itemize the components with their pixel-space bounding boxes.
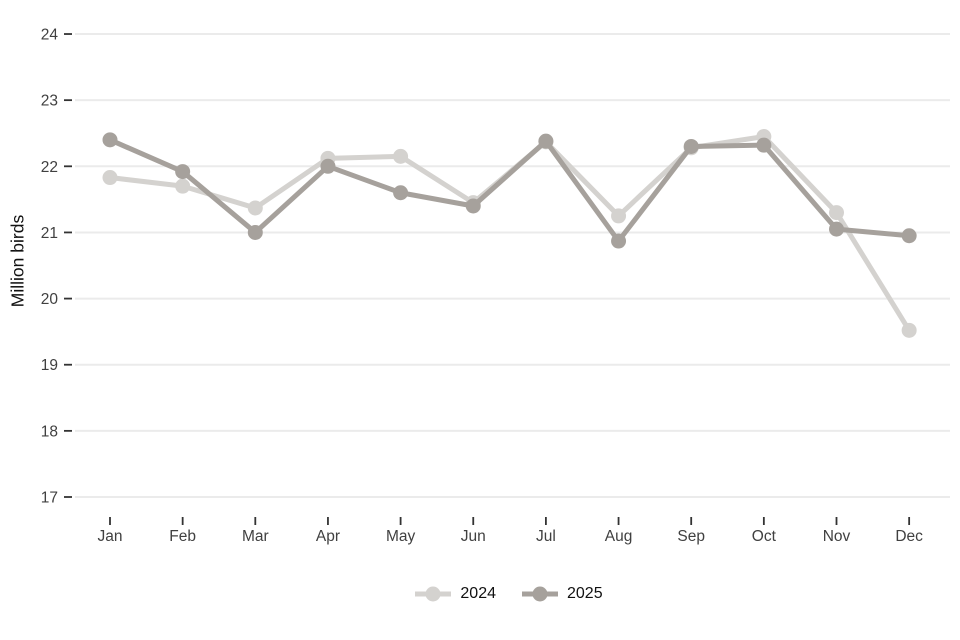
x-axis: Jan Feb Mar Apr May Jun Jul Aug Sep Oct Nov Dec [98, 517, 923, 545]
data-point-2025-Aug [611, 233, 627, 249]
y-tick-label: 20 [41, 291, 59, 308]
y-tick-label: 23 [41, 93, 58, 110]
x-tick-label: Dec [895, 528, 923, 545]
series-2025 [102, 132, 917, 249]
x-tick-label: Jul [536, 528, 556, 545]
data-point-2025-Nov [829, 221, 844, 237]
data-point-2025-Jan [102, 132, 118, 148]
y-tick-label: 17 [41, 490, 58, 507]
x-tick-label: Jun [461, 528, 486, 545]
data-point-2024-Mar [247, 200, 263, 216]
legend-key-2024-icon [415, 586, 452, 602]
data-point-2024-Dec [901, 322, 917, 338]
x-tick-label: May [386, 528, 416, 545]
legend-item-2024: 2024 [413, 585, 496, 603]
data-point-2025-Oct [756, 137, 772, 153]
x-tick-label: Aug [605, 528, 633, 545]
data-point-2024-Jan [102, 170, 118, 186]
data-point-2025-Jun [465, 198, 481, 214]
data-point-2025-Jul [538, 133, 554, 149]
y-tick-label: 19 [41, 357, 58, 374]
data-point-2025-Sep [683, 138, 699, 154]
x-tick-label: Nov [823, 528, 851, 545]
data-point-2025-Feb [175, 164, 191, 180]
data-point-2024-Nov [829, 205, 844, 221]
legend-label-2025: 2025 [567, 585, 603, 602]
y-axis-title: Million birds [7, 214, 28, 308]
x-tick-label: Sep [677, 528, 705, 545]
data-point-2025-Dec [901, 228, 917, 244]
x-tick-label: Apr [316, 528, 340, 545]
y-axis: 17 18 19 20 21 22 23 24 [41, 27, 72, 507]
data-point-2025-May [393, 185, 409, 201]
gridlines [75, 33, 950, 498]
x-tick-label: Jan [98, 528, 123, 545]
y-tick-label: 22 [41, 159, 58, 176]
x-tick-label: Mar [242, 528, 269, 545]
x-tick-label: Feb [169, 528, 196, 545]
legend-label-2024: 2024 [460, 585, 496, 602]
legend: 2024 2025 [0, 585, 960, 603]
data-point-2025-Mar [247, 224, 263, 240]
x-tick-label: Oct [752, 528, 777, 545]
data-point-2024-Aug [611, 208, 627, 224]
y-tick-label: 24 [41, 27, 59, 44]
legend-key-2025-icon [522, 586, 558, 602]
legend-item-2025: 2025 [520, 585, 603, 603]
data-point-2024-May [393, 148, 409, 164]
y-tick-label: 18 [41, 423, 58, 440]
data-point-2025-Apr [320, 158, 336, 174]
data-point-2024-Feb [175, 178, 191, 194]
series-line-2025 [107, 137, 912, 244]
y-tick-label: 21 [41, 225, 58, 242]
